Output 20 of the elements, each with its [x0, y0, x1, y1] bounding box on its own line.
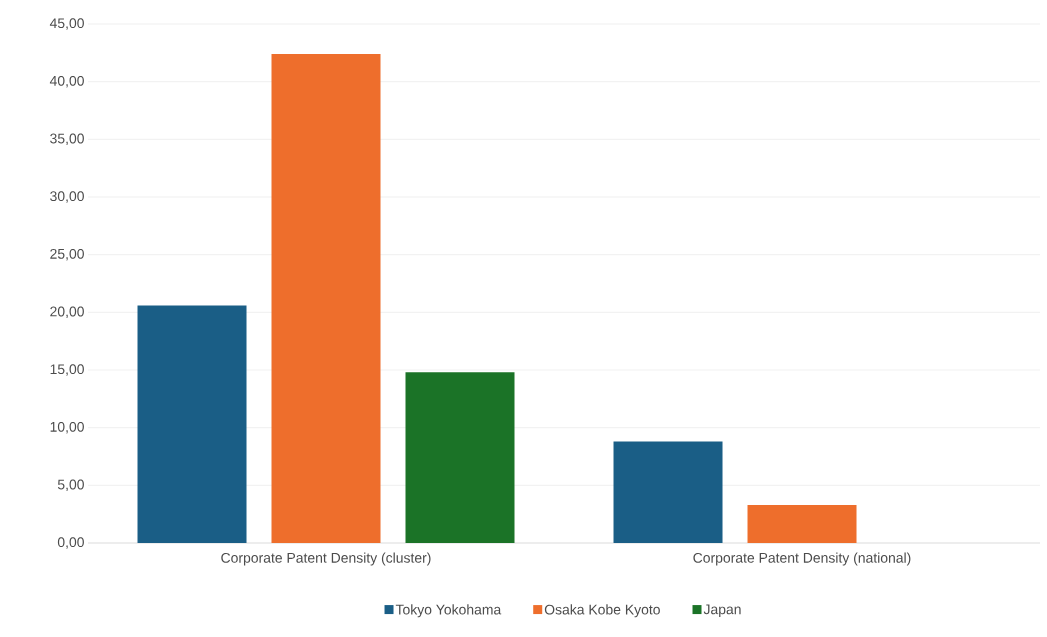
y-tick-label: 10,00: [50, 421, 84, 434]
legend-label: Japan: [703, 604, 741, 618]
y-tick-label: 25,00: [50, 248, 84, 261]
y-tick-label: 5,00: [57, 479, 84, 492]
y-tick-label: 35,00: [50, 133, 84, 146]
y-tick-label: 30,00: [50, 191, 84, 203]
bar: [613, 441, 723, 543]
x-tick-label: Corporate Patent Density (national): [693, 552, 911, 566]
y-tick-label: 40,00: [49, 75, 84, 88]
bar: [271, 53, 381, 543]
bar: [137, 305, 247, 543]
bar: [747, 504, 857, 543]
x-tick-label: Corporate Patent Density (cluster): [221, 552, 431, 566]
y-tick-label: 0,00: [57, 537, 84, 549]
y-tick-label: 20,00: [50, 306, 84, 319]
y-tick-label: 45,00: [49, 18, 84, 30]
bar: [405, 372, 515, 543]
legend-label: Osaka Kobe Kyoto: [544, 604, 660, 618]
y-tick-label: 15,00: [50, 364, 84, 376]
legend-label: Tokyo Yokohama: [395, 604, 502, 618]
